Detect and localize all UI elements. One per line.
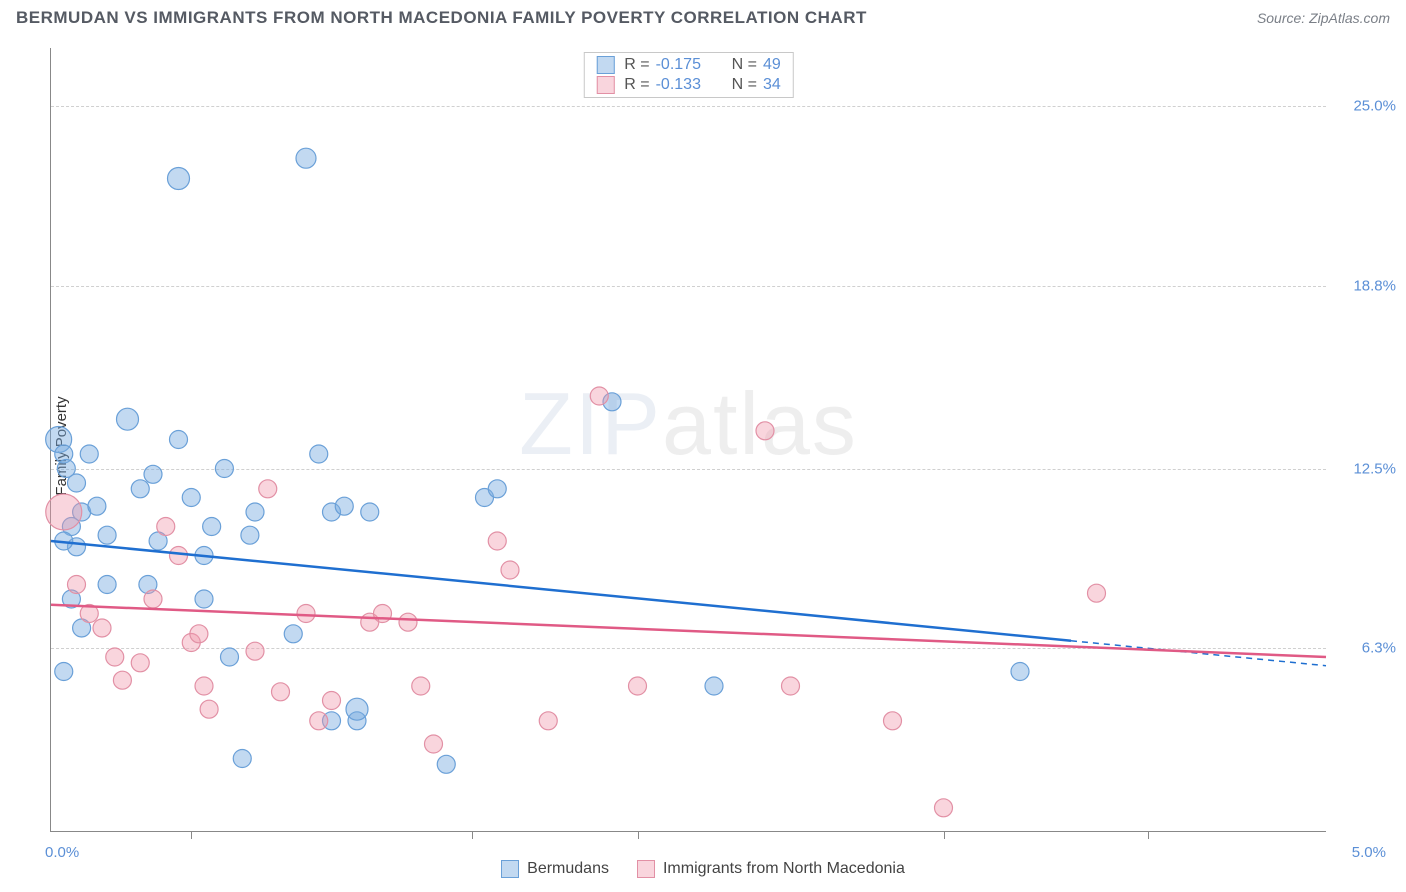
- data-point: [215, 460, 233, 478]
- n-value: 34: [763, 76, 781, 94]
- data-point: [361, 503, 379, 521]
- data-point: [437, 755, 455, 773]
- trend-line-dashed: [1071, 641, 1326, 666]
- legend-swatch: [501, 860, 519, 878]
- data-point: [157, 518, 175, 536]
- legend-series-label: Bermudans: [527, 860, 609, 878]
- data-point: [182, 489, 200, 507]
- legend-swatch: [596, 56, 614, 74]
- data-point: [1011, 663, 1029, 681]
- scatter-plot-svg: [51, 48, 1326, 831]
- data-point: [170, 431, 188, 449]
- data-point: [412, 677, 430, 695]
- x-tick: [1148, 831, 1149, 839]
- chart-source: Source: ZipAtlas.com: [1257, 10, 1390, 26]
- data-point: [539, 712, 557, 730]
- data-point: [323, 692, 341, 710]
- data-point: [782, 677, 800, 695]
- r-label: R =: [624, 76, 649, 94]
- r-value: -0.175: [656, 56, 716, 74]
- data-point: [335, 497, 353, 515]
- x-tick: [472, 831, 473, 839]
- data-point: [1088, 584, 1106, 602]
- data-point: [80, 445, 98, 463]
- x-min-label: 0.0%: [45, 844, 79, 861]
- data-point: [296, 148, 316, 168]
- x-tick: [944, 831, 945, 839]
- legend-correlation-row: R = -0.133 N = 34: [584, 75, 792, 95]
- chart-plot-area: ZIPatlas R =-0.175N =49R =-0.133N =34 25…: [50, 48, 1326, 832]
- y-tick-label: 6.3%: [1336, 640, 1396, 657]
- data-point: [93, 619, 111, 637]
- trend-line: [51, 605, 1326, 657]
- data-point: [117, 408, 139, 430]
- data-point: [68, 576, 86, 594]
- legend-correlation-row: R = -0.175 N = 49: [584, 55, 792, 75]
- x-tick: [191, 831, 192, 839]
- n-label: N =: [732, 56, 757, 74]
- data-point: [272, 683, 290, 701]
- data-point: [884, 712, 902, 730]
- data-point: [113, 671, 131, 689]
- data-point: [190, 625, 208, 643]
- data-point: [106, 648, 124, 666]
- legend-swatch: [637, 860, 655, 878]
- legend-correlation-box: R = -0.175 N = 49 R = -0.133 N = 34: [583, 52, 793, 98]
- legend-series-item: Bermudans: [501, 860, 609, 878]
- data-point: [88, 497, 106, 515]
- data-point: [131, 480, 149, 498]
- data-point: [200, 700, 218, 718]
- data-point: [501, 561, 519, 579]
- chart-header: BERMUDAN VS IMMIGRANTS FROM NORTH MACEDO…: [0, 0, 1406, 32]
- data-point: [46, 494, 82, 530]
- data-point: [170, 547, 188, 565]
- legend-bottom: Bermudans Immigrants from North Macedonia: [0, 860, 1406, 878]
- data-point: [590, 387, 608, 405]
- y-tick-label: 12.5%: [1336, 460, 1396, 477]
- data-point: [488, 480, 506, 498]
- data-point: [284, 625, 302, 643]
- legend-series-label: Immigrants from North Macedonia: [663, 860, 905, 878]
- y-tick-label: 25.0%: [1336, 98, 1396, 115]
- data-point: [346, 698, 368, 720]
- n-value: 49: [763, 56, 781, 74]
- data-point: [144, 465, 162, 483]
- data-point: [131, 654, 149, 672]
- data-point: [241, 526, 259, 544]
- data-point: [297, 605, 315, 623]
- data-point: [756, 422, 774, 440]
- data-point: [203, 518, 221, 536]
- data-point: [168, 168, 190, 190]
- data-point: [195, 590, 213, 608]
- data-point: [310, 712, 328, 730]
- data-point: [98, 576, 116, 594]
- data-point: [488, 532, 506, 550]
- data-point: [195, 677, 213, 695]
- data-point: [629, 677, 647, 695]
- data-point: [705, 677, 723, 695]
- data-point: [259, 480, 277, 498]
- chart-title: BERMUDAN VS IMMIGRANTS FROM NORTH MACEDO…: [16, 8, 867, 28]
- n-label: N =: [732, 76, 757, 94]
- legend-swatch: [596, 76, 614, 94]
- r-value: -0.133: [656, 76, 716, 94]
- data-point: [68, 474, 86, 492]
- data-point: [246, 503, 264, 521]
- data-point: [399, 613, 417, 631]
- data-point: [310, 445, 328, 463]
- data-point: [246, 642, 264, 660]
- data-point: [233, 750, 251, 768]
- data-point: [98, 526, 116, 544]
- data-point: [221, 648, 239, 666]
- data-point: [144, 590, 162, 608]
- legend-series-item: Immigrants from North Macedonia: [637, 860, 905, 878]
- data-point: [935, 799, 953, 817]
- data-point: [55, 663, 73, 681]
- data-point: [425, 735, 443, 753]
- x-max-label: 5.0%: [1352, 844, 1386, 861]
- y-tick-label: 18.8%: [1336, 277, 1396, 294]
- x-tick: [638, 831, 639, 839]
- r-label: R =: [624, 56, 649, 74]
